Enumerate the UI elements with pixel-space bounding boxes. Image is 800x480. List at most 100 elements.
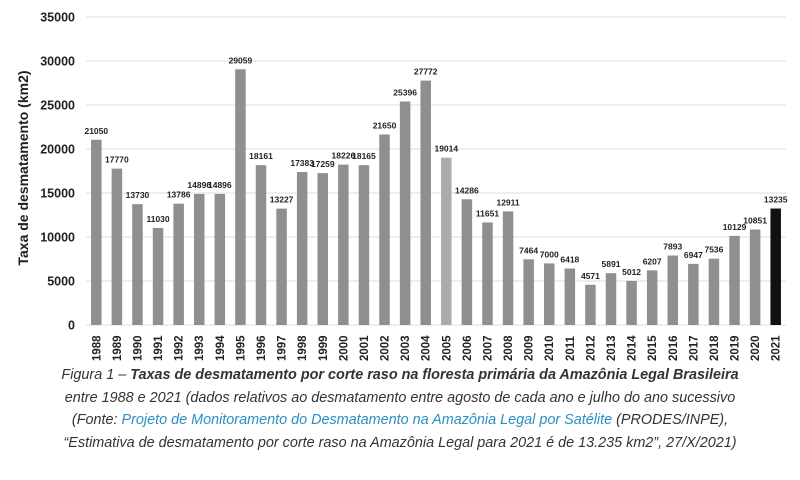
- data-label-2007: 11651: [476, 208, 499, 218]
- caption-title: Taxas de desmatamento por corte raso na …: [130, 367, 739, 383]
- data-label-1994: 14896: [208, 180, 232, 190]
- y-tick-label: 25000: [40, 99, 75, 113]
- x-tick-label-2008: 2008: [503, 335, 515, 361]
- x-tick-label-1995: 1995: [235, 335, 247, 361]
- data-label-1992: 13786: [167, 190, 191, 200]
- bar-chart: 0 5000 10000 15000 20000 25000 30000 35000 2105…: [15, 11, 788, 362]
- data-label-1997: 13227: [270, 195, 294, 205]
- bar-1992: [173, 203, 184, 325]
- x-tick-label-2002: 2002: [380, 335, 392, 361]
- data-label-2016: 7893: [663, 242, 682, 252]
- data-label-2015: 6207: [643, 256, 662, 266]
- x-tick-label-2014: 2014: [627, 335, 639, 361]
- data-label-2013: 5891: [602, 259, 621, 269]
- data-label-1993: 14896: [187, 180, 211, 190]
- data-label-2004: 27772: [414, 67, 438, 77]
- caption-source-suffix: (PRODES/INPE),: [612, 412, 729, 428]
- data-label-2008: 12911: [496, 197, 519, 207]
- y-tick-label: 0: [68, 319, 75, 333]
- x-tick-label-2017: 2017: [688, 335, 700, 361]
- x-tick-label-2010: 2010: [544, 335, 556, 361]
- x-tick-label-2006: 2006: [462, 335, 474, 361]
- caption-prefix: Figura 1 –: [61, 367, 131, 383]
- x-tick-label-1994: 1994: [215, 335, 227, 361]
- x-tick-label-2020: 2020: [750, 335, 762, 361]
- bar-2007: [482, 222, 493, 325]
- x-tick-label-2021: 2021: [771, 335, 783, 361]
- bar-2019: [729, 235, 740, 325]
- bar-2010: [543, 263, 555, 325]
- bars: [91, 69, 781, 326]
- caption-source-prefix: (Fonte:: [71, 412, 122, 428]
- data-label-1988: 21050: [84, 126, 108, 136]
- x-tick-label-1991: 1991: [153, 335, 165, 361]
- bar-2011: [564, 268, 576, 325]
- y-tick-label: 20000: [40, 143, 75, 157]
- y-tick-label: 10000: [40, 231, 75, 245]
- x-tick-label-2009: 2009: [524, 335, 536, 361]
- y-tick-label: 5000: [47, 275, 75, 289]
- data-label-2019: 10129: [723, 222, 747, 232]
- x-tick-label-1990: 1990: [132, 335, 144, 361]
- data-label-2002: 21650: [373, 120, 397, 130]
- x-tick-label-2019: 2019: [730, 335, 742, 361]
- data-label-1998: 17383: [290, 158, 314, 168]
- x-tick-label-1993: 1993: [194, 335, 206, 361]
- bar-2020: [749, 229, 761, 325]
- bar-2012: [585, 284, 596, 325]
- data-label-2020: 10851: [743, 216, 767, 226]
- x-tick-label-2000: 2000: [338, 335, 350, 361]
- grid-lines: [86, 16, 786, 326]
- x-tick-label-2011: 2011: [565, 335, 577, 361]
- bar-2021: [770, 208, 781, 325]
- source-link[interactable]: Projeto de Monitoramento do Desmatamento…: [121, 412, 613, 428]
- bar-2003: [399, 101, 411, 325]
- x-tick-label-1992: 1992: [174, 335, 186, 361]
- bar-2014: [626, 280, 637, 325]
- x-tick-label-2016: 2016: [668, 335, 680, 361]
- data-label-2010: 7000: [540, 249, 559, 259]
- bar-1995: [235, 69, 246, 326]
- data-label-2011: 6418: [560, 255, 579, 265]
- x-tick-label-2007: 2007: [482, 335, 494, 361]
- bar-1997: [276, 208, 287, 325]
- bar-1993: [193, 193, 205, 325]
- bar-1998: [296, 172, 308, 325]
- bar-1988: [91, 139, 102, 325]
- data-label-2017: 6947: [684, 250, 703, 260]
- y-axis-label: Taxa de desmatamento (km2): [15, 70, 31, 265]
- data-label-2018: 7536: [704, 245, 723, 255]
- bar-1990: [132, 204, 143, 325]
- data-label-2001: 18165: [352, 151, 376, 161]
- data-label-1995: 29059: [229, 55, 253, 65]
- x-tick-label-2004: 2004: [421, 335, 433, 361]
- data-label-2000: 18226: [332, 151, 356, 161]
- bar-2001: [358, 165, 370, 325]
- bar-2015: [646, 270, 658, 325]
- x-tick-label-2001: 2001: [359, 335, 371, 361]
- data-label-1996: 18161: [249, 151, 273, 161]
- x-tick-label-1988: 1988: [91, 335, 103, 361]
- caption-line-2: entre 1988 e 2021 (dados relativos ao de…: [64, 389, 736, 406]
- bar-2005: [441, 157, 452, 325]
- data-label-2006: 14286: [455, 185, 479, 195]
- y-tick-label: 15000: [40, 187, 75, 201]
- data-labels: 2105017770137301103013786148961489629059…: [84, 55, 787, 280]
- x-tick-label-1989: 1989: [112, 335, 124, 361]
- bar-2008: [502, 211, 514, 325]
- bar-1996: [255, 165, 267, 325]
- bar-2000: [338, 164, 349, 325]
- data-label-2003: 25396: [393, 88, 417, 98]
- bar-2009: [523, 259, 534, 325]
- x-tick-label-2018: 2018: [709, 335, 721, 361]
- bar-1999: [317, 173, 329, 325]
- bar-2006: [461, 199, 473, 325]
- figure-caption: Figura 1 – Taxas de desmatamento por cor…: [0, 364, 800, 454]
- data-label-2005: 19014: [434, 144, 458, 154]
- data-label-2012: 4571: [581, 271, 600, 281]
- bar-2017: [688, 263, 699, 325]
- bar-1991: [152, 227, 164, 325]
- bar-2013: [605, 273, 617, 325]
- x-tick-label-2005: 2005: [441, 335, 453, 361]
- x-tick-label-2012: 2012: [585, 335, 597, 361]
